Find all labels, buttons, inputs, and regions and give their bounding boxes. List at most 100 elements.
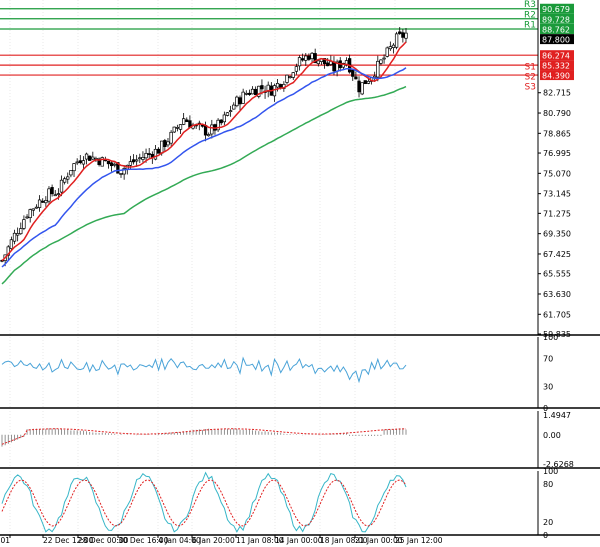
- candle-body: [366, 80, 371, 84]
- macd-tick-label: -2.6268: [543, 460, 574, 469]
- stochastic-tick-label: 20: [543, 518, 553, 527]
- candle-body: [175, 126, 180, 129]
- level-value-box: [540, 50, 574, 61]
- candle-body: [222, 114, 227, 123]
- candle-body: [169, 131, 173, 144]
- pivot-label-r3: R3: [524, 0, 536, 10]
- candle-body: [244, 92, 248, 95]
- candle-body: [257, 85, 261, 97]
- price-tick-label: 65.555: [543, 270, 571, 279]
- price-tick-label: 78.865: [543, 129, 571, 138]
- level-value-box: [540, 3, 574, 14]
- price-tick-label: 71.275: [543, 209, 571, 218]
- candle-body: [260, 85, 264, 90]
- level-value-label: 84.390: [542, 72, 570, 81]
- candle-body: [394, 33, 399, 48]
- candle-body: [307, 55, 311, 60]
- candle-body: [156, 148, 161, 154]
- time-tick-label: 6 Jan 20:00: [192, 536, 235, 545]
- candle-body: [232, 104, 236, 110]
- candle-body: [22, 219, 26, 229]
- pivot-label-r1: R1: [524, 20, 536, 30]
- level-value-box: [540, 13, 574, 24]
- candle-body: [172, 126, 176, 133]
- candle-body: [160, 140, 164, 154]
- time-tick-label: 11 Jan 08:00: [236, 536, 284, 545]
- candle-body: [84, 153, 89, 160]
- level-value-box: [540, 34, 574, 45]
- candle-body: [357, 80, 361, 93]
- candle-body: [297, 57, 302, 67]
- rsi-tick-label: 100: [543, 333, 558, 342]
- candle-body: [401, 32, 405, 38]
- candle-body: [147, 153, 151, 155]
- candle-body: [106, 160, 111, 165]
- price-tick-label: 73.145: [543, 190, 571, 199]
- candle-body: [288, 76, 292, 79]
- candle-body: [9, 239, 14, 249]
- candle-body: [41, 200, 45, 203]
- pivot-label-r2: R2: [524, 10, 536, 20]
- candle-body: [388, 46, 392, 50]
- candle-body: [225, 112, 230, 116]
- candle-body: [279, 84, 283, 88]
- time-tick-label: 30 Dec 16:00: [118, 536, 169, 545]
- candle-body: [207, 134, 211, 137]
- candle-body: [131, 159, 136, 163]
- candle-body: [275, 82, 280, 88]
- level-value-box: [540, 70, 574, 81]
- candle-body: [100, 157, 104, 167]
- time-tick-label: 18 Jan 08:00: [320, 536, 368, 545]
- time-tick-label: 25 Jan 12:00: [395, 536, 443, 545]
- candle-body: [113, 163, 117, 166]
- time-tick-label: 21 Jan 00:00: [355, 536, 403, 545]
- candle-body: [122, 168, 126, 175]
- candle-body: [37, 199, 42, 208]
- price-tick-label: 82.715: [543, 89, 571, 98]
- price-tick-label: 63.630: [543, 290, 571, 299]
- candle-body: [47, 188, 51, 202]
- price-tick-label: 76.995: [543, 149, 571, 158]
- moving-average-line: [1, 41, 407, 262]
- candle-body: [128, 161, 133, 166]
- rsi-tick-label: 70: [543, 354, 553, 363]
- pivot-label-s1: S1: [525, 63, 536, 73]
- stochastic-tick-label: 80: [543, 480, 553, 489]
- candle-body: [119, 173, 123, 175]
- time-tick-label: 28 Dec 00:00: [78, 536, 129, 545]
- candle-body: [385, 47, 389, 57]
- candle-body: [135, 159, 139, 162]
- candle-body: [166, 141, 170, 146]
- candle-body: [25, 216, 29, 219]
- candle-body: [144, 152, 148, 159]
- candle-body: [153, 148, 158, 160]
- moving-average-line: [1, 67, 407, 268]
- candle-body: [363, 80, 367, 85]
- candle-body: [216, 119, 220, 131]
- macd-tick-label: 0.00: [543, 431, 561, 440]
- candle-body: [97, 158, 101, 165]
- candle-body: [301, 58, 305, 61]
- candle-body: [109, 162, 114, 167]
- level-value-label: 90.679: [542, 5, 570, 14]
- candle-body: [69, 170, 73, 176]
- candle-body: [16, 233, 20, 236]
- candle-body: [210, 124, 214, 135]
- candle-body: [88, 155, 92, 161]
- moving-average-line: [1, 85, 407, 285]
- candle-body: [235, 96, 239, 107]
- candle-body: [404, 32, 408, 39]
- price-tick-label: 69.350: [543, 230, 571, 239]
- candle-body: [56, 193, 61, 195]
- time-tick-label: 4 Jan 04:00: [158, 536, 201, 545]
- candle-body: [59, 179, 64, 193]
- candle-body: [341, 62, 346, 68]
- candle-body: [360, 82, 364, 95]
- candle-body: [163, 140, 167, 147]
- candle-body: [62, 178, 67, 183]
- price-tick-label: 80.790: [543, 109, 571, 118]
- candle-body: [181, 118, 186, 125]
